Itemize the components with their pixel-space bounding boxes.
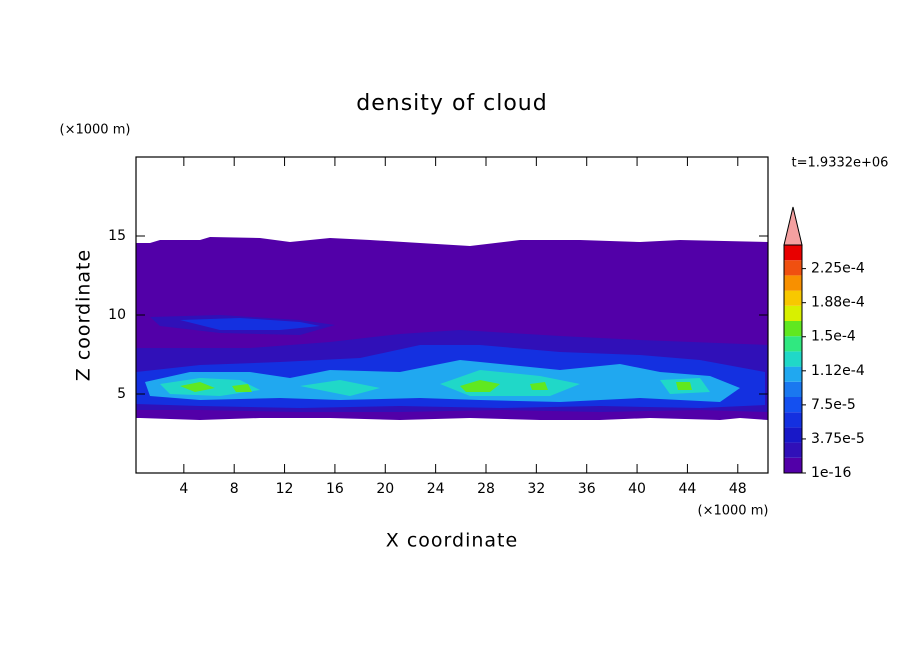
- colorbar-band: [784, 397, 802, 413]
- x-tick-label: 44: [679, 481, 697, 497]
- colorbar-band: [784, 275, 802, 291]
- colorbar-band: [784, 245, 802, 261]
- x-unit: (×1000 m): [698, 504, 769, 519]
- colorbar-extend: [783, 206, 803, 246]
- colorbar-tick-label: 2.25e-4: [811, 261, 865, 277]
- x-tick-label: 32: [527, 481, 545, 497]
- field-layer-4: [160, 370, 710, 396]
- y-tick-label: 15: [108, 228, 126, 244]
- colorbar-tick-label: 3.75e-5: [811, 431, 865, 447]
- colorbar-tick-label: 1.88e-4: [811, 295, 865, 311]
- colorbar-band: [784, 336, 802, 352]
- colorbar-band: [784, 305, 802, 321]
- cloud-field: [136, 237, 768, 420]
- colorbar-tick-label: 1.5e-4: [811, 329, 856, 345]
- colorbar-band: [784, 427, 802, 443]
- colorbar-band: [784, 260, 802, 276]
- colorbar-tick-label: 1.12e-4: [811, 363, 865, 379]
- colorbar-tick-label: 1e-16: [811, 465, 851, 481]
- x-tick-label: 12: [276, 481, 294, 497]
- x-tick-label: 4: [179, 481, 188, 497]
- colorbar-band: [784, 457, 802, 473]
- x-tick-label: 16: [326, 481, 344, 497]
- colorbar-band: [784, 381, 802, 397]
- colorbar-band: [784, 290, 802, 306]
- colorbar-band: [784, 321, 802, 337]
- x-tick-label: 24: [427, 481, 445, 497]
- x-axis-title: X coordinate: [386, 530, 518, 552]
- colorbar-band: [784, 412, 802, 428]
- field-layer-3: [145, 360, 740, 402]
- y-unit: (×1000 m): [60, 123, 131, 138]
- colorbar-band: [784, 442, 802, 458]
- time-label: t=1.9332e+06: [792, 156, 889, 171]
- x-tick-label: 40: [628, 481, 646, 497]
- y-axis-title: Z coordinate: [73, 249, 95, 381]
- x-tick-label: 20: [376, 481, 394, 497]
- x-tick-label: 28: [477, 481, 495, 497]
- colorbar-band: [784, 366, 802, 382]
- y-tick-label: 5: [117, 386, 126, 402]
- chart-title: density of cloud: [356, 91, 547, 116]
- colorbar-band: [784, 351, 802, 367]
- x-tick-label: 48: [729, 481, 747, 497]
- colorbar-frame: [783, 244, 803, 474]
- y-tick-label: 10: [108, 307, 126, 323]
- colorbar-tick-label: 7.5e-5: [811, 397, 856, 413]
- x-tick-label: 8: [230, 481, 239, 497]
- x-tick-label: 36: [578, 481, 596, 497]
